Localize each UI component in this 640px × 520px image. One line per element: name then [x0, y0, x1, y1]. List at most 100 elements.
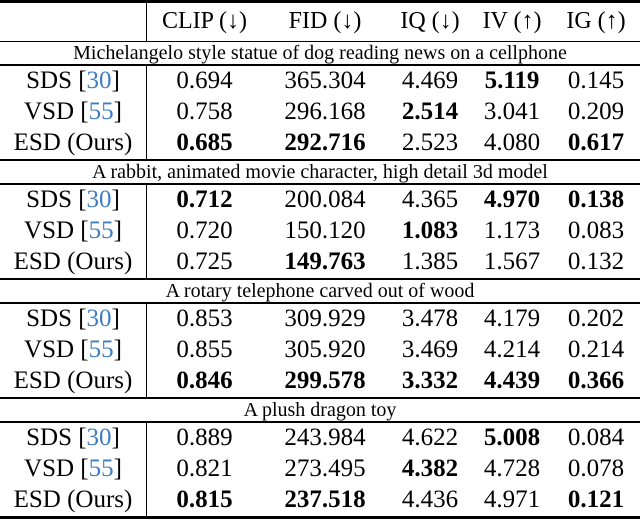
method-name: VSD [: [24, 217, 89, 244]
value-cell: 1.385: [401, 248, 459, 275]
citation-link[interactable]: 55: [88, 455, 114, 482]
table-row: VSD [55] 0.855 305.920 3.469 4.214 0.214: [0, 334, 640, 366]
column-header-iq: IQ (↓): [400, 8, 460, 34]
table-row: ESD (Ours) 0.725 149.763 1.385 1.567 0.1…: [0, 246, 640, 278]
column-header-fid: FID (↓): [288, 8, 362, 34]
value-cell: 4.179: [483, 305, 541, 332]
table-row: ESD (Ours) 0.846 299.578 3.332 4.439 0.3…: [0, 365, 640, 397]
value-cell: 4.469: [401, 67, 459, 94]
bracket-close: ]: [113, 98, 122, 125]
column-header-ig: IG (↑): [566, 8, 626, 34]
section-separator-rule: [0, 396, 640, 399]
citation-link[interactable]: 30: [86, 186, 112, 213]
bracket-close: ]: [111, 305, 120, 332]
table-row: VSD [55] 0.720 150.120 1.083 1.173 0.083: [0, 215, 640, 247]
corner-cell: [0, 2, 147, 41]
method-label: VSD [55]: [0, 453, 147, 485]
value-cell: 4.970: [483, 186, 541, 213]
value-cell: 0.617: [567, 129, 625, 156]
table-row: VSD [55] 0.821 273.495 4.382 4.728 0.078: [0, 453, 640, 485]
table-row: SDS [30] 0.853 309.929 3.478 4.179 0.202: [0, 303, 640, 335]
horizontal-rule: [0, 183, 640, 185]
bracket-close: ]: [113, 217, 122, 244]
method-name: ESD (Ours): [13, 248, 133, 275]
value-cell: 5.008: [483, 424, 541, 451]
value-cell: 0.084: [567, 424, 625, 451]
value-cell: 365.304: [284, 67, 366, 94]
section-title: Michelangelo style statue of dog reading…: [73, 41, 567, 64]
value-cell: 0.815: [176, 486, 233, 513]
value-cell: 150.120: [284, 217, 366, 244]
citation-link[interactable]: 30: [86, 305, 112, 332]
value-cell: 1.083: [401, 217, 459, 244]
value-cell: 149.763: [284, 248, 366, 275]
value-cell: 309.929: [284, 305, 366, 332]
table-row: SDS [30] 0.694 365.304 4.469 5.119 0.145: [0, 65, 640, 97]
value-cell: 0.694: [176, 67, 233, 94]
value-cell: 3.478: [401, 305, 459, 332]
section-separator-rule: [0, 277, 640, 280]
citation-link[interactable]: 30: [86, 424, 112, 451]
method-name: ESD (Ours): [13, 129, 133, 156]
value-cell: 0.889: [176, 424, 233, 451]
bracket-close: ]: [113, 336, 122, 363]
value-cell: 0.214: [567, 336, 625, 363]
column-header-iv: IV (↑): [482, 8, 542, 34]
section-separator-rule: [0, 158, 640, 161]
value-cell: 3.332: [401, 367, 459, 394]
value-cell: 243.984: [284, 424, 366, 451]
citation-link[interactable]: 55: [88, 217, 114, 244]
method-name: VSD [: [24, 336, 89, 363]
value-cell: 1.567: [483, 248, 541, 275]
value-cell: 3.469: [401, 336, 459, 363]
value-cell: 0.725: [176, 248, 233, 275]
method-label: ESD (Ours): [0, 365, 147, 397]
method-label: SDS [30]: [0, 422, 147, 454]
value-cell: 0.846: [176, 367, 233, 394]
citation-link[interactable]: 55: [88, 98, 114, 125]
value-cell: 292.716: [284, 129, 366, 156]
section-title: A rotary telephone carved out of wood: [165, 279, 475, 302]
section-title: A rabbit, animated movie character, high…: [92, 160, 548, 183]
method-name: SDS [: [26, 67, 87, 94]
method-label: VSD [55]: [0, 334, 147, 366]
value-cell: 1.173: [483, 217, 541, 244]
value-cell: 299.578: [284, 367, 366, 394]
column-header-clip: CLIP (↓): [161, 8, 248, 34]
value-cell: 0.720: [176, 217, 233, 244]
citation-link[interactable]: 55: [88, 336, 114, 363]
method-name: SDS [: [26, 186, 87, 213]
horizontal-rule: [0, 64, 640, 66]
bracket-close: ]: [111, 186, 120, 213]
method-label: ESD (Ours): [0, 246, 147, 278]
value-cell: 4.365: [401, 186, 459, 213]
method-label: SDS [30]: [0, 65, 147, 97]
value-cell: 4.436: [401, 486, 459, 513]
value-cell: 0.821: [176, 455, 233, 482]
bracket-close: ]: [111, 67, 120, 94]
value-cell: 4.728: [483, 455, 541, 482]
table-row: SDS [30] 0.889 243.984 4.622 5.008 0.084: [0, 422, 640, 454]
method-name: VSD [: [24, 98, 89, 125]
value-cell: 4.971: [483, 486, 541, 513]
value-cell: 5.119: [484, 67, 540, 94]
bottom-rule: [0, 515, 640, 519]
value-cell: 4.622: [401, 424, 459, 451]
method-label: SDS [30]: [0, 303, 147, 335]
value-cell: 4.080: [483, 129, 541, 156]
table-row: VSD [55] 0.758 296.168 2.514 3.041 0.209: [0, 96, 640, 128]
value-cell: 0.712: [176, 186, 233, 213]
value-cell: 0.855: [176, 336, 233, 363]
table-row: ESD (Ours) 0.685 292.716 2.523 4.080 0.6…: [0, 127, 640, 159]
value-cell: 3.041: [483, 98, 541, 125]
value-cell: 0.366: [567, 367, 625, 394]
horizontal-rule: [0, 421, 640, 423]
method-name: SDS [: [26, 424, 87, 451]
value-cell: 2.523: [401, 129, 459, 156]
value-cell: 0.138: [567, 186, 625, 213]
citation-link[interactable]: 30: [86, 67, 112, 94]
value-cell: 305.920: [284, 336, 366, 363]
section-title: A plush dragon toy: [243, 398, 397, 421]
value-cell: 296.168: [284, 98, 366, 125]
top-rule: [0, 0, 640, 3]
